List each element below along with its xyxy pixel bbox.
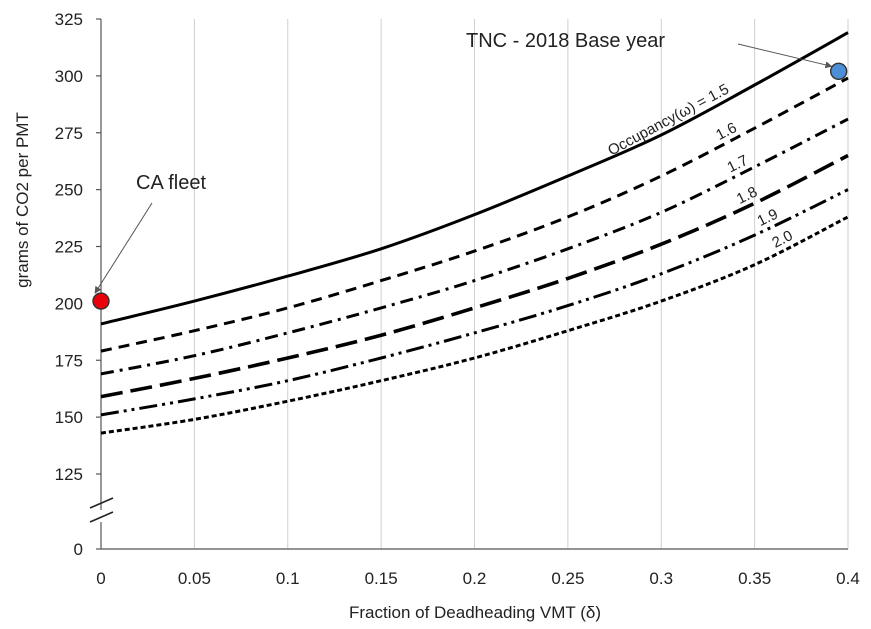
- x-axis-title: Fraction of Deadheading VMT (δ): [349, 603, 601, 622]
- series-label-3: 1.8: [734, 183, 760, 207]
- highlight-point: [829, 62, 848, 81]
- series-line-2: [100, 117, 849, 376]
- y-tick-label: 0: [74, 540, 83, 559]
- y-tick-label: 150: [55, 408, 83, 427]
- y-tick-label: 300: [55, 67, 83, 86]
- x-tick-label: 0.25: [551, 569, 584, 588]
- x-tick-label: 0.05: [178, 569, 211, 588]
- series-labels: Occupancy(ω) = 1.51.61.71.81.92.0: [605, 81, 796, 252]
- series-line-1: [100, 76, 849, 353]
- y-tick-label: 325: [55, 10, 83, 29]
- y-tick-label: 125: [55, 465, 83, 484]
- annotation-label: CA fleet: [136, 172, 206, 194]
- x-tick-label: 0.1: [276, 569, 300, 588]
- axes: [89, 18, 848, 550]
- series-label-5: 2.0: [769, 227, 795, 252]
- y-axis-title: grams of CO2 per PMT: [13, 112, 32, 288]
- axis-break-mark: [89, 511, 114, 523]
- x-tick-label: 0.15: [365, 569, 398, 588]
- annotation-label: TNC - 2018 Base year: [466, 30, 665, 52]
- highlight-point: [92, 292, 110, 310]
- x-tick-label: 0.2: [463, 569, 487, 588]
- series-label-2: 1.7: [725, 152, 751, 176]
- y-tick-label: 225: [55, 238, 83, 257]
- highlight-points: CA fleet TNC - 2018 Base year: [92, 30, 848, 310]
- series-line-3: [100, 153, 849, 399]
- annotation-arrow: [737, 43, 833, 69]
- tick-labels: 0 0.05 0.1 0.15 0.2 0.25 0.3 0.35 0.4 0 125 150 175 2…: [55, 10, 860, 588]
- y-tick-label: 250: [55, 181, 83, 200]
- x-tick-label: 0.3: [649, 569, 673, 588]
- series-lines: [100, 31, 849, 435]
- series-line-0: [100, 31, 849, 326]
- series-label-1: 1.6: [713, 119, 739, 144]
- x-tick-label: 0.35: [738, 569, 771, 588]
- grid: [193, 19, 849, 549]
- y-tick-label: 175: [55, 351, 83, 370]
- x-tick-label: 0.4: [836, 569, 860, 588]
- x-tick-label: 0: [96, 569, 105, 588]
- annotation-arrow: [94, 202, 153, 294]
- axis-break-mark: [89, 497, 114, 509]
- series-line-4: [100, 188, 849, 417]
- y-tick-label: 200: [55, 294, 83, 313]
- y-tick-label: 275: [55, 124, 83, 143]
- series-label-0: Occupancy(ω) = 1.5: [605, 81, 732, 160]
